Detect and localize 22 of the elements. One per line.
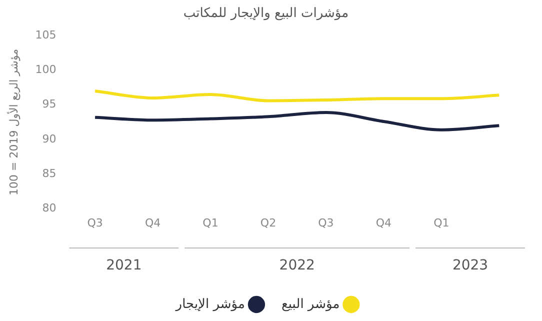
x-tick-label: Q1 [434,216,450,230]
text: 2022 [279,258,315,274]
legend-label: مؤشر الإيجار [174,296,245,312]
legend-label: مؤشر البيع [281,296,340,312]
y-tick-label: 85 [42,167,56,180]
y-tick-label: 80 [42,202,56,215]
y-axis-title: مؤشر الربع الأول 2019 = 100 [6,48,20,196]
x-tick-label: Q4 [376,216,392,230]
x-tick-label: Q3 [87,216,103,230]
text: 2021 [106,258,142,274]
x-tick-label: Q1 [202,216,218,230]
y-tick-label: 105 [35,28,56,42]
y-tick-label: 95 [42,98,56,111]
x-tick-label: Q4 [144,216,161,230]
text: 2023 [452,258,488,274]
x-tick-label: Q2 [260,216,276,230]
y-tick-label: 90 [42,132,56,146]
y-tick-label: 100 [35,63,56,76]
line-series [94,90,501,102]
line-series [94,111,501,132]
x-tick-label: Q3 [318,216,334,230]
chart-title: مؤشرات البيع والإيجار للمكاتب [183,6,349,22]
